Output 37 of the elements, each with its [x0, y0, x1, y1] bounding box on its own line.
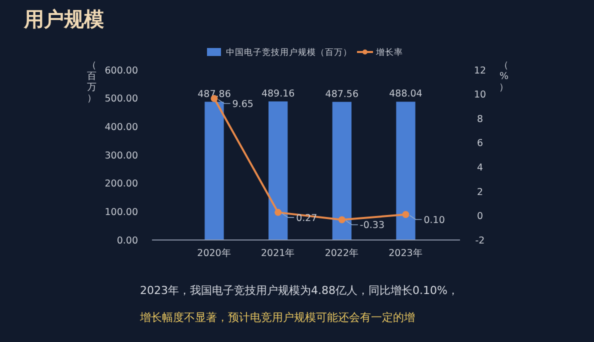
- legend-label: 增长率: [375, 47, 403, 58]
- y2-tick-label: 2: [476, 186, 484, 198]
- point: [402, 211, 410, 218]
- y2-tick-label: -2: [475, 235, 485, 246]
- y2-tick-label: 0: [476, 211, 484, 222]
- y-tick-label: 300.00: [104, 150, 138, 162]
- y2-tick-label: 10: [474, 90, 486, 101]
- y2-tick-label: 12: [474, 65, 486, 76]
- text: 2023年，我国电子竞技用户规模为4.88亿人，同比增长0.10%，: [140, 284, 458, 297]
- y2-tick-label: 6: [476, 138, 484, 150]
- data-label: 9.65: [232, 99, 254, 110]
- data-label: 487.86: [198, 88, 231, 100]
- x-tick-label: 2020年: [197, 247, 232, 259]
- chart-title: 用户规模: [23, 7, 104, 31]
- y-tick-label: 500.00: [104, 94, 138, 105]
- y2-tick-label: 4: [476, 162, 484, 174]
- x-tick-label: 2023年: [388, 247, 423, 259]
- point: [274, 208, 282, 216]
- y2-tick-label: 8: [476, 114, 484, 125]
- x-tick-label: 2021年: [260, 247, 296, 259]
- data-label: 487.56: [325, 88, 359, 100]
- y-tick-label: 200.00: [104, 178, 138, 190]
- y-tick-label: 400.00: [104, 122, 138, 133]
- y-tick-label: 600.00: [104, 65, 138, 76]
- y-tick-label: 0.00: [116, 235, 138, 246]
- legend-label: 中国电子竞技用户规模（百万）: [226, 47, 352, 58]
- y-axis-title: （百万）: [87, 60, 97, 104]
- data-label: 0.10: [424, 215, 445, 226]
- text: 增长幅度不显著，预计电竞用户规模可能还会有一定的增: [139, 311, 415, 324]
- data-label: 488.04: [389, 88, 422, 100]
- point: [338, 216, 346, 224]
- x-tick-label: 2022年: [324, 247, 360, 259]
- data-label: 489.16: [261, 88, 295, 100]
- data-label: -0.33: [360, 220, 385, 232]
- y2-axis-title: （%）: [499, 60, 509, 93]
- y-tick-label: 100.00: [104, 206, 138, 218]
- data-label: 0.27: [296, 212, 318, 224]
